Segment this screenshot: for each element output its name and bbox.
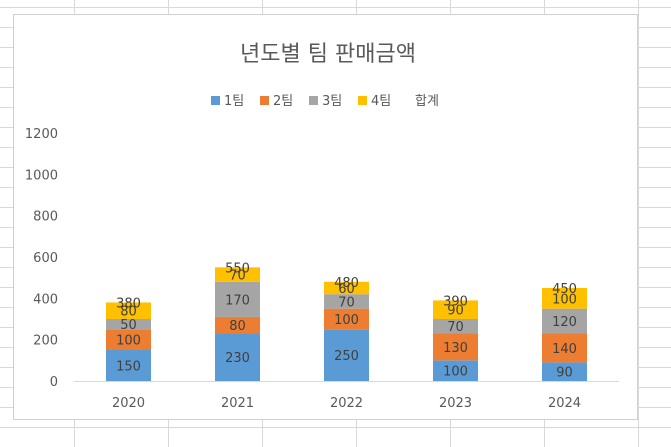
- bar-2024-series-3: [542, 308, 587, 334]
- plot-area: 1501005080380230801707055025010070604801…: [106, 261, 587, 381]
- bar-2020-series-4: [106, 302, 151, 319]
- chart-legend: 1팀 2팀 3팀 4팀 합계: [211, 94, 439, 109]
- legend-label-total: 합계: [415, 94, 439, 109]
- bar-2021-series-3: [215, 281, 260, 317]
- legend-swatch-2: [260, 96, 269, 105]
- data-label-2022-series-3: 70: [338, 295, 355, 310]
- bar-2024-series-2: [542, 333, 587, 363]
- data-label-2021-series-2: 80: [229, 319, 246, 334]
- data-label-2020-series-4: 80: [120, 305, 137, 320]
- data-label-2023-series-3: 70: [447, 320, 464, 335]
- data-label-2020-series-2: 100: [116, 334, 141, 349]
- x-axis: 2020 2021 2022 2023 2024: [74, 381, 619, 411]
- bar-2024-series-4: [542, 288, 587, 309]
- legend-label-4: 4팀: [371, 94, 391, 109]
- chart-area[interactable]: 년도별 팀 판매금액 1팀 2팀 3팀 4팀 합계 0 200 400 600 800 1000 1…: [13, 14, 638, 420]
- bar-2023-series-4: [433, 300, 478, 319]
- legend-swatch-1: [211, 96, 220, 105]
- legend-swatch-3: [309, 96, 318, 105]
- data-label-2024-series-4: 100: [552, 292, 577, 307]
- data-label-2021-series-1: 230: [225, 351, 250, 366]
- y-tick-label-3: 600: [33, 251, 58, 266]
- x-tick-label-2022: 2022: [330, 396, 363, 411]
- x-tick-label-2024: 2024: [548, 396, 581, 411]
- legend-label-2: 2팀: [273, 94, 293, 109]
- legend-label-1: 1팀: [224, 94, 244, 109]
- data-label-2021-series-3: 170: [225, 293, 250, 308]
- total-label-2024: 450: [552, 282, 577, 297]
- data-label-2022-series-2: 100: [334, 313, 359, 328]
- bar-2022-series-3: [324, 294, 369, 309]
- y-tick-label-6: 1200: [25, 127, 58, 142]
- data-label-2022-series-4: 60: [338, 282, 355, 297]
- data-label-2023-series-4: 90: [447, 304, 464, 319]
- y-tick-label-4: 800: [33, 210, 58, 225]
- y-tick-label-2: 400: [33, 292, 58, 307]
- bar-2021-series-1: [215, 333, 260, 381]
- total-label-2021: 550: [225, 261, 250, 276]
- y-tick-label-5: 1000: [25, 168, 58, 183]
- data-label-2023-series-2: 130: [443, 341, 468, 356]
- bar-2024-series-1: [542, 362, 587, 381]
- bar-2020-series-2: [106, 329, 151, 350]
- bar-2020-series-3: [106, 319, 151, 330]
- data-label-2024-series-2: 140: [552, 342, 577, 357]
- bar-2023-series-3: [433, 319, 478, 334]
- bar-2023-series-2: [433, 333, 478, 361]
- bar-2022-series-2: [324, 308, 369, 330]
- y-tick-label-1: 200: [33, 334, 58, 349]
- bar-2023-series-1: [433, 360, 478, 381]
- y-tick-label-0: 0: [50, 375, 58, 390]
- total-label-2020: 380: [116, 296, 141, 311]
- chart-title: 년도별 팀 판매금액: [240, 42, 416, 67]
- bar-2022-series-4: [324, 281, 369, 295]
- legend-swatch-4: [358, 96, 367, 105]
- y-axis: 0 200 400 600 800 1000 1200: [25, 127, 58, 390]
- data-label-2023-series-1: 100: [443, 365, 468, 380]
- bar-2022-series-1: [324, 329, 369, 381]
- data-label-2021-series-4: 70: [229, 269, 246, 284]
- bar-2020-series-1: [106, 350, 151, 381]
- data-label-2024-series-3: 120: [552, 315, 577, 330]
- data-label-2022-series-1: 250: [334, 349, 359, 364]
- bar-2021-series-4: [215, 267, 260, 282]
- data-label-2020-series-3: 50: [120, 318, 137, 333]
- data-label-2024-series-1: 90: [556, 366, 573, 381]
- total-label-2023: 390: [443, 294, 468, 309]
- legend-label-3: 3팀: [322, 94, 342, 109]
- total-label-2022: 480: [334, 276, 359, 291]
- bar-2021-series-2: [215, 316, 260, 334]
- stacked-bar-chart: 년도별 팀 판매금액 1팀 2팀 3팀 4팀 합계 0 200 400 600 800 1000 1…: [25, 42, 619, 411]
- x-tick-label-2021: 2021: [221, 396, 254, 411]
- x-tick-label-2020: 2020: [112, 396, 145, 411]
- x-tick-label-2023: 2023: [439, 396, 472, 411]
- data-label-2020-series-1: 150: [116, 360, 141, 375]
